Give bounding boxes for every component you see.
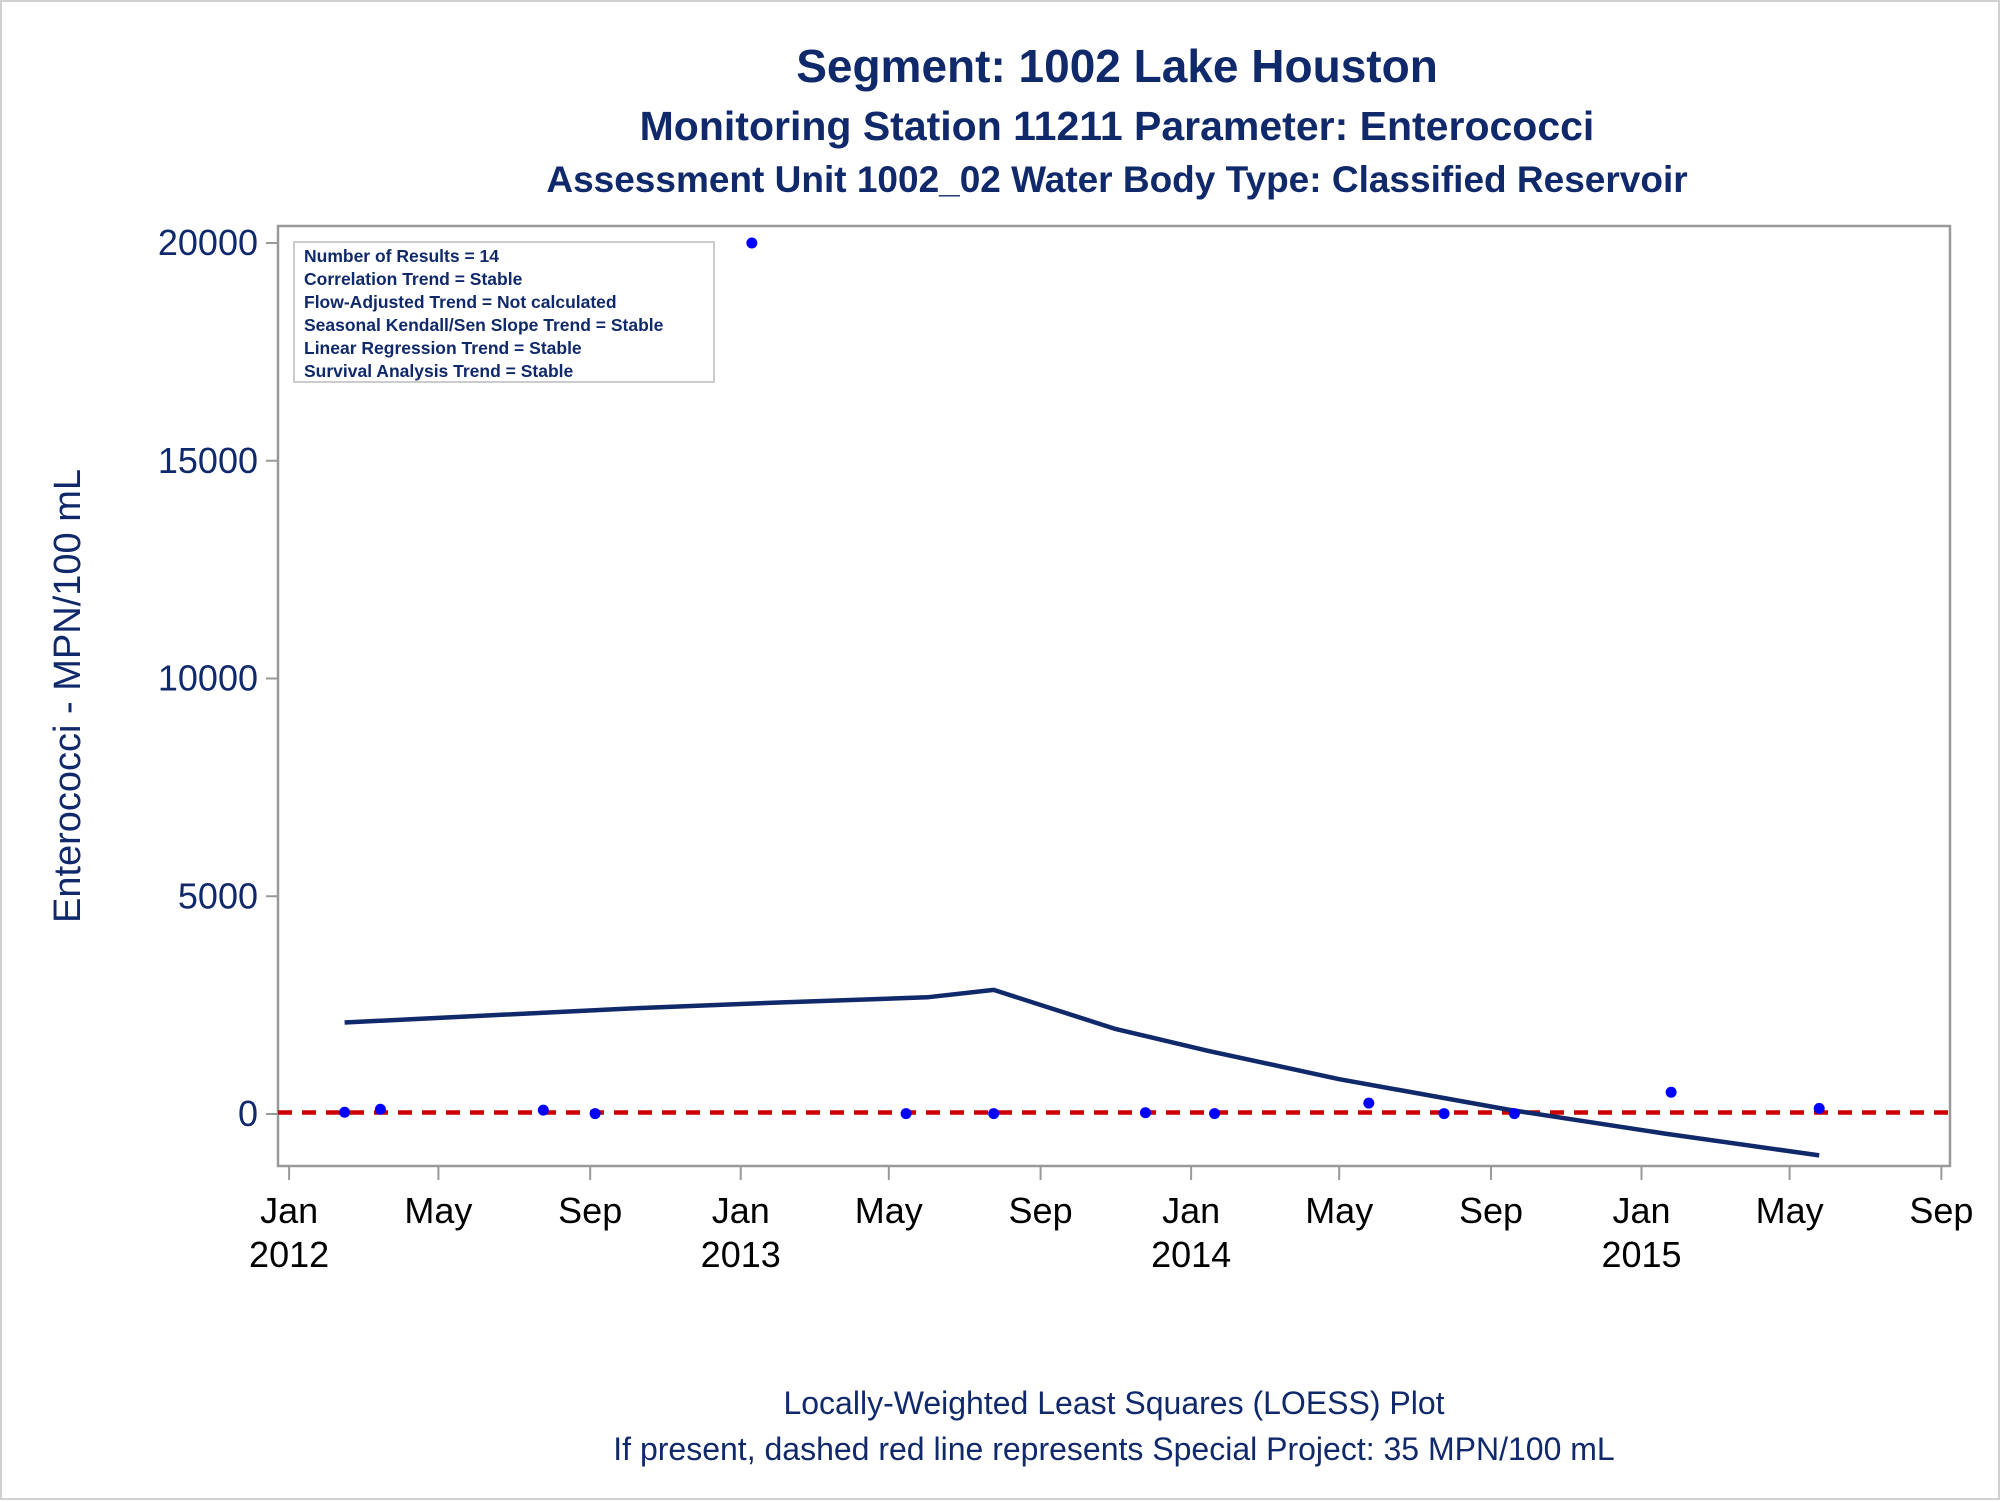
x-tick-year-label: 2012 [249, 1234, 329, 1275]
chart-series [278, 237, 1950, 1158]
data-point [1363, 1097, 1375, 1109]
trend-statistics-box: Number of Results = 14 Correlation Trend… [293, 241, 715, 383]
data-point [1665, 1086, 1677, 1098]
stat-flow-adjusted-trend: Flow-Adjusted Trend = Not calculated [304, 292, 617, 312]
y-tick-label: 20000 [158, 222, 258, 263]
y-axis-label: Enterococci - MPN/100 mL [47, 469, 89, 923]
x-tick-label: Jan [1612, 1190, 1670, 1231]
stat-seasonal-kendall-trend: Seasonal Kendall/Sen Slope Trend = Stabl… [304, 315, 664, 335]
x-tick-label: May [404, 1190, 472, 1231]
stat-correlation-trend: Correlation Trend = Stable [304, 269, 523, 289]
chart-subtitle-assessment: Assessment Unit 1002_02 Water Body Type:… [546, 159, 1687, 200]
x-tick-label: Sep [558, 1190, 622, 1231]
stat-number-of-results: Number of Results = 14 [304, 246, 499, 266]
x-tick-label: Jan [1162, 1190, 1220, 1231]
footnote-loess: Locally-Weighted Least Squares (LOESS) P… [783, 1385, 1444, 1421]
x-tick-label: May [855, 1190, 923, 1231]
data-point [1438, 1108, 1450, 1120]
data-point [1139, 1107, 1151, 1119]
x-tick-year-label: 2013 [701, 1234, 781, 1275]
x-tick-year-label: 2015 [1601, 1234, 1681, 1275]
data-point [589, 1108, 601, 1120]
stat-survival-analysis-trend: Survival Analysis Trend = Stable [304, 361, 574, 381]
data-point [1508, 1108, 1520, 1120]
y-axis: 0 5000 10000 15000 20000 [158, 222, 278, 1134]
y-tick-label: 5000 [178, 875, 258, 916]
x-tick-label: Sep [1009, 1190, 1073, 1231]
data-point [746, 237, 758, 249]
data-point [900, 1108, 912, 1120]
x-tick-label: May [1756, 1190, 1824, 1231]
y-tick-label: 0 [238, 1093, 258, 1134]
trend-statistics-border [293, 241, 715, 383]
y-tick-label: 15000 [158, 440, 258, 481]
data-point [1209, 1108, 1221, 1120]
plot-area-border [276, 224, 1952, 1168]
x-tick-label: Jan [712, 1190, 770, 1231]
x-tick-year-label: 2014 [1151, 1234, 1231, 1275]
data-point [988, 1108, 1000, 1120]
chart-title: Segment: 1002 Lake Houston [796, 40, 1438, 92]
stat-linear-regression-trend: Linear Regression Trend = Stable [304, 338, 582, 358]
x-tick-label: Sep [1459, 1190, 1523, 1231]
data-point [374, 1103, 386, 1115]
x-tick-label: May [1305, 1190, 1373, 1231]
x-tick-label: Jan [260, 1190, 318, 1231]
loess-line [344, 987, 1820, 1158]
footnote-reference-line: If present, dashed red line represents S… [613, 1431, 1614, 1467]
data-point [537, 1104, 549, 1116]
data-point [339, 1106, 351, 1118]
chart-footnotes: Locally-Weighted Least Squares (LOESS) P… [613, 1385, 1614, 1467]
chart-subtitle-station: Monitoring Station 11211 Parameter: Ente… [640, 103, 1595, 149]
data-point [1813, 1102, 1825, 1114]
y-tick-label: 10000 [158, 658, 258, 699]
x-tick-label: Sep [1909, 1190, 1973, 1231]
chart-titles: Segment: 1002 Lake Houston Monitoring St… [546, 40, 1687, 200]
